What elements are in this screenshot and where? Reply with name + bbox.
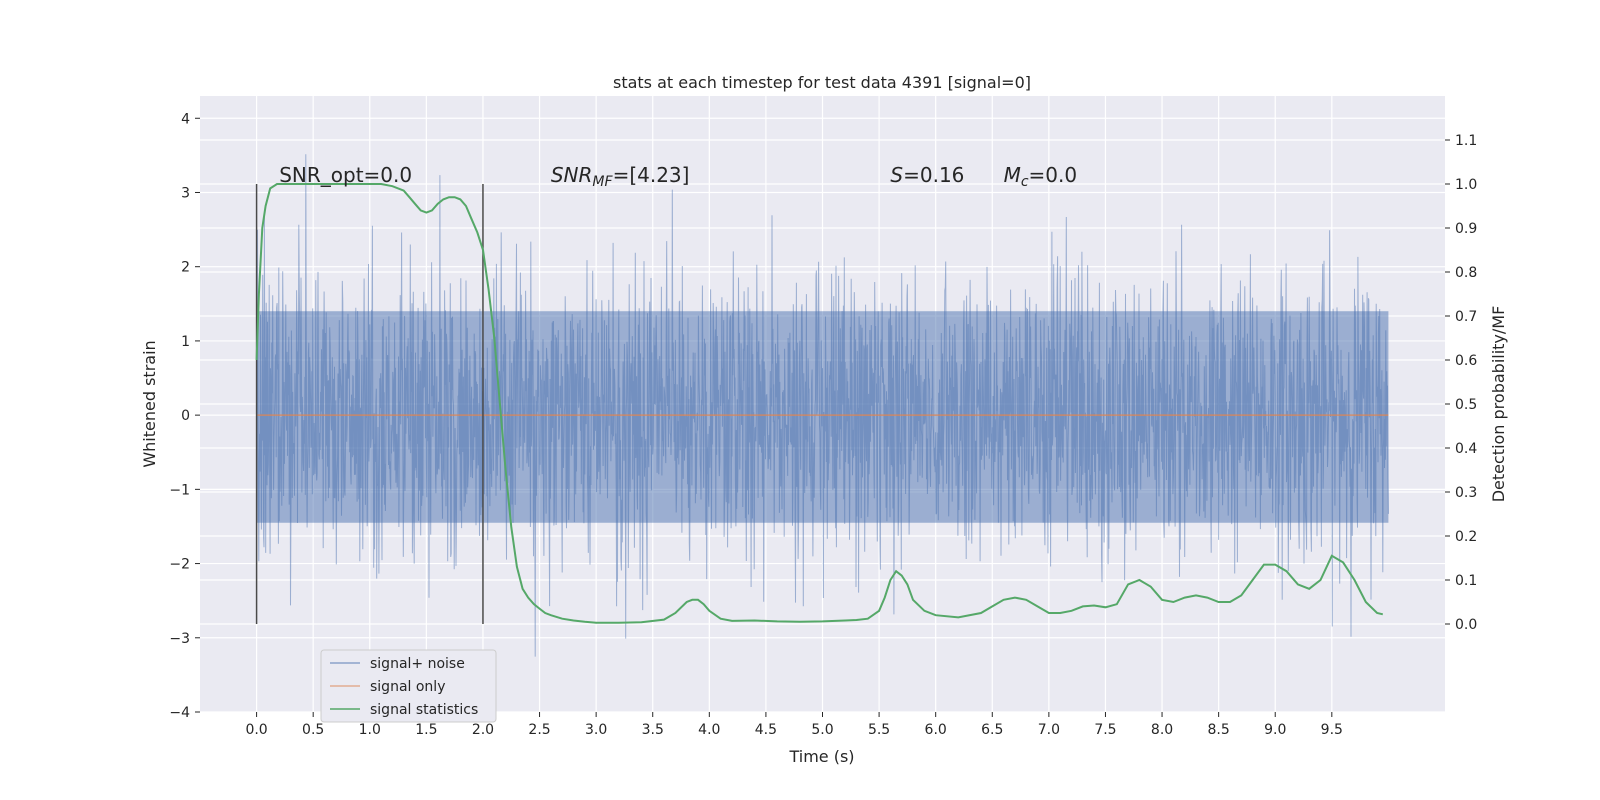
y-tick-label: 2 bbox=[181, 260, 190, 276]
y2-tick-label: 0.5 bbox=[1455, 397, 1477, 413]
x-tick-label: 5.0 bbox=[811, 722, 833, 738]
y-tick-label: 1 bbox=[181, 334, 190, 350]
y2-tick-label: 0.2 bbox=[1455, 529, 1477, 545]
x-tick-label: 8.5 bbox=[1208, 722, 1230, 738]
annotation-text: SNR_opt=0.0 bbox=[279, 163, 412, 187]
x-tick-label: 9.0 bbox=[1264, 722, 1286, 738]
y2-tick-label: 1.0 bbox=[1455, 177, 1477, 193]
x-tick-label: 9.5 bbox=[1321, 722, 1343, 738]
x-tick-label: 3.5 bbox=[642, 722, 664, 738]
y2-tick-label: 0.9 bbox=[1455, 221, 1477, 237]
legend-label-signal-only: signal only bbox=[370, 679, 445, 695]
y2-tick-label: 0.1 bbox=[1455, 573, 1477, 589]
x-axis-ticks: 0.0 0.5 1.0 1.5 2.0 2.5 3.0 3.5 4.0 4.5 5.0 5.5 6.0 6… bbox=[245, 712, 1343, 738]
x-tick-label: 4.0 bbox=[698, 722, 720, 738]
x-tick-label: 0.5 bbox=[302, 722, 324, 738]
annotations: SNR_opt=0.0 SNRMF=[4.23] S=0.16 Mc=0.0 bbox=[279, 163, 1077, 190]
x-tick-label: 2.0 bbox=[472, 722, 494, 738]
y2-tick-label: 0.8 bbox=[1455, 265, 1477, 281]
x-tick-label: 0.0 bbox=[245, 722, 267, 738]
x-tick-label: 8.0 bbox=[1151, 722, 1173, 738]
legend-label-signal-statistics: signal statistics bbox=[370, 702, 478, 718]
y-tick-label: 4 bbox=[181, 111, 190, 127]
x-tick-label: 6.5 bbox=[981, 722, 1003, 738]
y2-tick-label: 0.6 bbox=[1455, 353, 1477, 369]
y-tick-label: −1 bbox=[169, 482, 190, 498]
x-tick-label: 6.0 bbox=[925, 722, 947, 738]
x-tick-label: 1.5 bbox=[415, 722, 437, 738]
y-axis-label: Whitened strain bbox=[140, 340, 159, 467]
x-tick-label: 5.5 bbox=[868, 722, 890, 738]
y2-tick-label: 0.0 bbox=[1455, 617, 1477, 633]
signal-statistics-line bbox=[255, 183, 1384, 624]
legend: signal+ noise signal only signal statist… bbox=[320, 649, 497, 723]
series-signal-statistics bbox=[255, 183, 1384, 624]
x-axis-label: Time (s) bbox=[788, 747, 854, 766]
vertical-markers bbox=[255, 184, 484, 624]
y-tick-label: −4 bbox=[169, 705, 190, 721]
y-tick-label: −3 bbox=[169, 631, 190, 647]
y2-tick-label: 0.4 bbox=[1455, 441, 1477, 457]
annotation-text: SNRMF=[4.23] bbox=[551, 163, 690, 190]
x-tick-label: 7.0 bbox=[1038, 722, 1060, 738]
y2-axis-ticks: 0.0 0.1 0.2 0.3 0.4 0.5 0.6 0.7 0.8 0.9 1.0 1.1 bbox=[1445, 133, 1477, 633]
annotation-text: S=0.16 bbox=[890, 163, 964, 187]
series-signal-noise bbox=[256, 154, 1389, 657]
y-tick-label: 0 bbox=[181, 408, 190, 424]
x-tick-label: 2.5 bbox=[528, 722, 550, 738]
x-tick-label: 7.5 bbox=[1094, 722, 1116, 738]
y-tick-label: −2 bbox=[169, 557, 190, 573]
y2-tick-label: 1.1 bbox=[1455, 133, 1477, 149]
chart-title: stats at each timestep for test data 439… bbox=[613, 73, 1031, 92]
annotation-text: Mc=0.0 bbox=[1004, 163, 1078, 190]
y2-tick-label: 0.7 bbox=[1455, 309, 1477, 325]
x-tick-label: 3.0 bbox=[585, 722, 607, 738]
y2-tick-label: 0.3 bbox=[1455, 485, 1477, 501]
x-tick-label: 4.5 bbox=[755, 722, 777, 738]
legend-label-signal-noise: signal+ noise bbox=[370, 656, 465, 672]
signal-noise-band bbox=[256, 311, 1389, 523]
y-axis-ticks: −4 −3 −2 −1 0 1 2 3 4 bbox=[169, 111, 200, 721]
legend-box bbox=[320, 649, 497, 723]
y2-axis-label: Detection probability/MF bbox=[1489, 306, 1508, 503]
x-tick-label: 1.0 bbox=[359, 722, 381, 738]
y-tick-label: 3 bbox=[181, 185, 190, 201]
